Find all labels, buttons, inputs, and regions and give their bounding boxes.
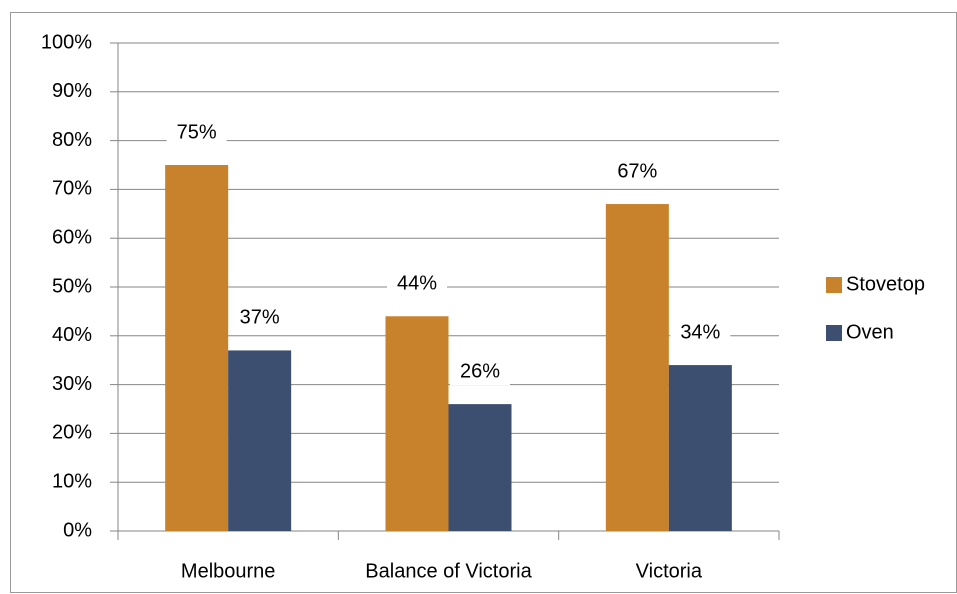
y-tick-label: 100% [41,31,92,53]
bar [605,204,669,532]
bar [228,350,292,531]
value-label-bg [670,320,731,347]
y-tick-label: 90% [52,80,92,102]
y-tick-label: 20% [52,422,92,444]
y-tick-label: 40% [52,324,92,346]
x-tick-label: Balance of Victoria [365,560,532,582]
value-label-bg [387,271,447,298]
legend-label: Stovetop [846,273,925,295]
legend-swatch [826,277,842,293]
legend-swatch [826,325,842,341]
legend-label: Oven [846,321,894,343]
bar [385,316,449,531]
bar [668,365,732,531]
bar [165,165,229,531]
value-label-bg [229,305,290,332]
y-tick-label: 10% [52,470,92,492]
value-label: 37% [240,307,280,329]
value-label: 75% [177,121,217,143]
bar [448,404,512,531]
value-label: 67% [617,160,657,182]
value-label-bg [166,120,227,146]
x-tick-label: Victoria [636,560,703,582]
value-label: 44% [397,273,437,295]
y-tick-label: 60% [52,226,92,248]
value-label: 26% [460,360,500,382]
value-label-bg [607,159,668,186]
value-label-bg [450,359,510,386]
y-tick-label: 50% [52,275,92,297]
y-tick-label: 30% [52,373,92,395]
x-tick-label: Melbourne [181,560,276,582]
y-tick-label: 70% [52,178,92,200]
y-tick-label: 80% [52,129,92,151]
y-tick-label: 0% [63,519,92,541]
value-label: 34% [680,321,720,343]
